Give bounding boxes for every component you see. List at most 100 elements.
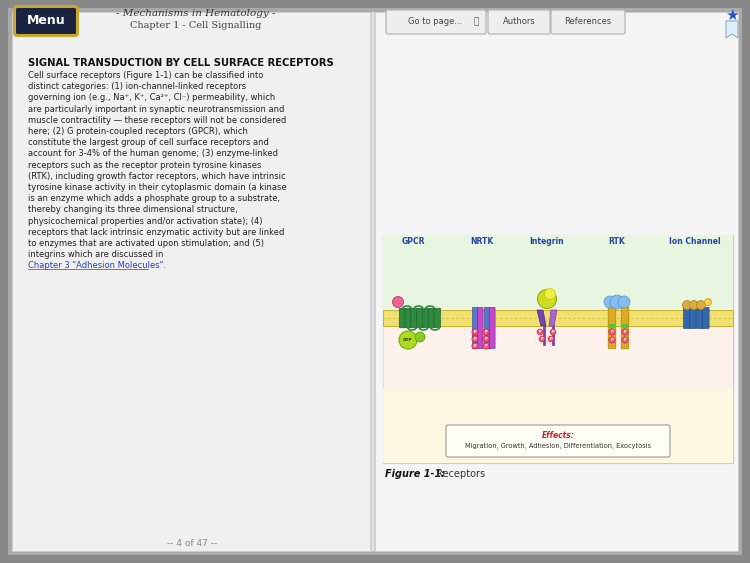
Text: are particularly important in synaptic neurotransmission and: are particularly important in synaptic n… — [28, 105, 284, 114]
Bar — [383, 235, 733, 310]
Text: Ion Channel: Ion Channel — [669, 237, 721, 246]
Circle shape — [622, 329, 628, 335]
Text: Menu: Menu — [27, 15, 65, 28]
Circle shape — [622, 337, 628, 343]
Text: P: P — [484, 330, 488, 334]
Text: governing ion (e.g., Na⁺, K⁺, Ca²⁺, Cl⁻) permeability, which: governing ion (e.g., Na⁺, K⁺, Ca²⁺, Cl⁻)… — [28, 93, 275, 102]
Circle shape — [415, 332, 425, 342]
Circle shape — [483, 336, 489, 342]
Text: P: P — [474, 337, 476, 341]
Circle shape — [604, 296, 616, 308]
Text: P: P — [624, 330, 626, 334]
Text: P: P — [610, 338, 614, 342]
Circle shape — [548, 336, 554, 342]
Circle shape — [609, 329, 615, 335]
Text: GTP: GTP — [404, 338, 412, 342]
Text: SIGNAL TRANSDUCTION BY CELL SURFACE RECEPTORS: SIGNAL TRANSDUCTION BY CELL SURFACE RECE… — [28, 58, 334, 68]
FancyBboxPatch shape — [689, 307, 696, 329]
Text: References: References — [564, 17, 612, 26]
Circle shape — [697, 301, 706, 310]
Text: NRTK: NRTK — [470, 237, 494, 246]
Text: - Mechanisms in Hematology -: - Mechanisms in Hematology - — [116, 10, 276, 19]
Text: P: P — [538, 330, 542, 334]
Text: Cell surface receptors (Figure 1-1) can be classified into: Cell surface receptors (Figure 1-1) can … — [28, 71, 263, 80]
Bar — [372, 12, 374, 551]
Circle shape — [472, 343, 478, 349]
FancyBboxPatch shape — [621, 307, 628, 349]
FancyBboxPatch shape — [14, 7, 77, 35]
Circle shape — [609, 337, 615, 343]
Circle shape — [544, 288, 556, 300]
Text: P: P — [541, 337, 543, 341]
Circle shape — [483, 329, 489, 335]
Circle shape — [472, 336, 478, 342]
FancyBboxPatch shape — [416, 308, 423, 328]
Text: Figure 1-1:: Figure 1-1: — [385, 469, 446, 479]
Text: is an enzyme which adds a phosphate group to a substrate,: is an enzyme which adds a phosphate grou… — [28, 194, 280, 203]
FancyBboxPatch shape — [551, 10, 625, 34]
FancyBboxPatch shape — [703, 307, 709, 329]
Text: constitute the largest group of cell surface receptors and: constitute the largest group of cell sur… — [28, 138, 268, 147]
FancyBboxPatch shape — [446, 425, 670, 457]
Text: P: P — [551, 330, 554, 334]
Text: Migration, Growth, Adhesion, Differentiation, Exocytosis: Migration, Growth, Adhesion, Differentia… — [465, 443, 651, 449]
Text: ★: ★ — [725, 7, 739, 23]
Text: P: P — [484, 337, 488, 341]
Text: to enzymes that are activated upon stimulation; and (5): to enzymes that are activated upon stimu… — [28, 239, 264, 248]
Circle shape — [689, 301, 698, 310]
Text: P: P — [610, 330, 614, 334]
Circle shape — [682, 301, 692, 310]
Polygon shape — [549, 310, 557, 326]
Text: Authors: Authors — [503, 17, 536, 26]
Text: here; (2) G protein-coupled receptors (GPCR), which: here; (2) G protein-coupled receptors (G… — [28, 127, 248, 136]
FancyBboxPatch shape — [399, 308, 406, 328]
FancyBboxPatch shape — [434, 308, 440, 328]
Text: RTK: RTK — [609, 237, 625, 246]
Circle shape — [399, 331, 417, 349]
Text: Chapter 3 "Adhesion Molecules".: Chapter 3 "Adhesion Molecules". — [28, 261, 166, 270]
Text: account for 3-4% of the human genome; (3) enzyme-linked: account for 3-4% of the human genome; (3… — [28, 149, 278, 158]
Text: 🔍: 🔍 — [473, 17, 478, 26]
Circle shape — [539, 336, 545, 342]
FancyBboxPatch shape — [10, 10, 740, 553]
FancyBboxPatch shape — [383, 235, 733, 463]
FancyBboxPatch shape — [386, 10, 486, 34]
Text: tyrosine kinase activity in their cytoplasmic domain (a kinase: tyrosine kinase activity in their cytopl… — [28, 183, 286, 192]
Text: physicochemical properties and/or activation state); (4): physicochemical properties and/or activa… — [28, 217, 262, 226]
Text: receptors such as the receptor protein tyrosine kinases: receptors such as the receptor protein t… — [28, 160, 261, 169]
FancyBboxPatch shape — [8, 8, 742, 555]
FancyBboxPatch shape — [488, 10, 550, 34]
Bar — [370, 12, 376, 551]
Text: GPCR: GPCR — [401, 237, 424, 246]
Text: distinct categories: (1) ion-channel-linked receptors: distinct categories: (1) ion-channel-lin… — [28, 82, 246, 91]
Bar — [12, 12, 372, 551]
FancyBboxPatch shape — [683, 307, 690, 329]
Text: P: P — [474, 330, 476, 334]
Text: integrins which are discussed in: integrins which are discussed in — [28, 250, 164, 259]
Text: Chapter 1 - Cell Signalling: Chapter 1 - Cell Signalling — [130, 20, 262, 29]
FancyBboxPatch shape — [490, 307, 495, 348]
Text: P: P — [550, 337, 552, 341]
Polygon shape — [726, 21, 738, 38]
FancyBboxPatch shape — [9, 9, 741, 554]
FancyBboxPatch shape — [697, 307, 703, 329]
FancyBboxPatch shape — [484, 307, 490, 348]
Text: P: P — [474, 344, 476, 348]
Text: Go to page...: Go to page... — [408, 17, 462, 26]
Bar — [374, 12, 738, 551]
FancyBboxPatch shape — [422, 308, 429, 328]
Text: Receptors: Receptors — [433, 469, 485, 479]
Text: P: P — [484, 344, 488, 348]
FancyBboxPatch shape — [411, 308, 418, 328]
Bar — [622, 324, 628, 328]
Text: receptors that lack intrinsic enzymatic activity but are linked: receptors that lack intrinsic enzymatic … — [28, 228, 284, 237]
Bar — [609, 324, 615, 328]
Circle shape — [610, 295, 624, 309]
Circle shape — [618, 296, 630, 308]
Text: P: P — [624, 338, 626, 342]
Text: thereby changing its three dimensional structure,: thereby changing its three dimensional s… — [28, 205, 238, 215]
Bar — [383, 310, 733, 326]
Text: Integrin: Integrin — [530, 237, 564, 246]
Text: -- 4 of 47 --: -- 4 of 47 -- — [166, 538, 218, 547]
FancyBboxPatch shape — [472, 307, 478, 348]
